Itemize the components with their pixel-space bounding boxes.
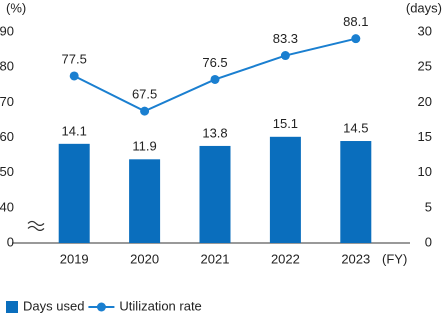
line-point xyxy=(140,106,150,116)
y2-tick-label: 25 xyxy=(418,59,432,74)
y-tick-label: 70 xyxy=(0,94,14,109)
bar xyxy=(58,143,90,243)
axis-break xyxy=(27,220,45,232)
value-label: 77.5 xyxy=(62,51,87,66)
bar xyxy=(199,145,231,243)
value-label: 67.5 xyxy=(132,87,157,102)
x-tick-label: 2022 xyxy=(271,251,300,266)
y-axis-label: (%) xyxy=(6,0,26,15)
bar xyxy=(129,159,161,243)
y2-tick-label: 15 xyxy=(418,129,432,144)
y-tick-label: 80 xyxy=(0,59,14,74)
bar xyxy=(269,136,301,243)
x-tick-label: 2021 xyxy=(201,251,230,266)
y2-axis-label: (days) xyxy=(406,0,442,15)
y-tick-label: 60 xyxy=(0,129,14,144)
y-tick-label: 90 xyxy=(0,23,14,38)
legend-label: Utilization rate xyxy=(119,298,201,313)
legend-swatch xyxy=(6,301,18,313)
line-point xyxy=(69,71,79,81)
x-tick-label: 2020 xyxy=(130,251,159,266)
value-label: 14.1 xyxy=(62,123,87,138)
y-tick-label: 40 xyxy=(0,199,14,214)
value-label: 88.1 xyxy=(343,14,368,29)
y2-tick-label: 20 xyxy=(418,94,432,109)
legend-label: Days used xyxy=(23,298,84,313)
value-label: 11.9 xyxy=(132,139,156,154)
bar xyxy=(340,141,372,243)
y-tick-label: 0 xyxy=(7,234,14,249)
x-tick-label: 2023 xyxy=(341,251,370,266)
value-label: 15.1 xyxy=(273,116,298,131)
legend-swatch xyxy=(96,302,106,312)
value-label: 76.5 xyxy=(202,55,227,70)
x-tick-label: 2019 xyxy=(60,251,89,266)
y2-tick-label: 30 xyxy=(418,23,432,38)
line-point xyxy=(280,51,290,61)
y2-tick-label: 5 xyxy=(425,199,432,214)
line-point xyxy=(351,34,361,44)
y-tick-label: 50 xyxy=(0,164,14,179)
y2-tick-label: 0 xyxy=(425,234,432,249)
line-point xyxy=(210,74,220,84)
line xyxy=(73,37,357,113)
value-label: 14.5 xyxy=(343,120,368,135)
x-axis-label: (FY) xyxy=(382,251,407,266)
y2-tick-label: 10 xyxy=(418,164,432,179)
value-label: 83.3 xyxy=(273,31,298,46)
value-label: 13.8 xyxy=(202,125,227,140)
